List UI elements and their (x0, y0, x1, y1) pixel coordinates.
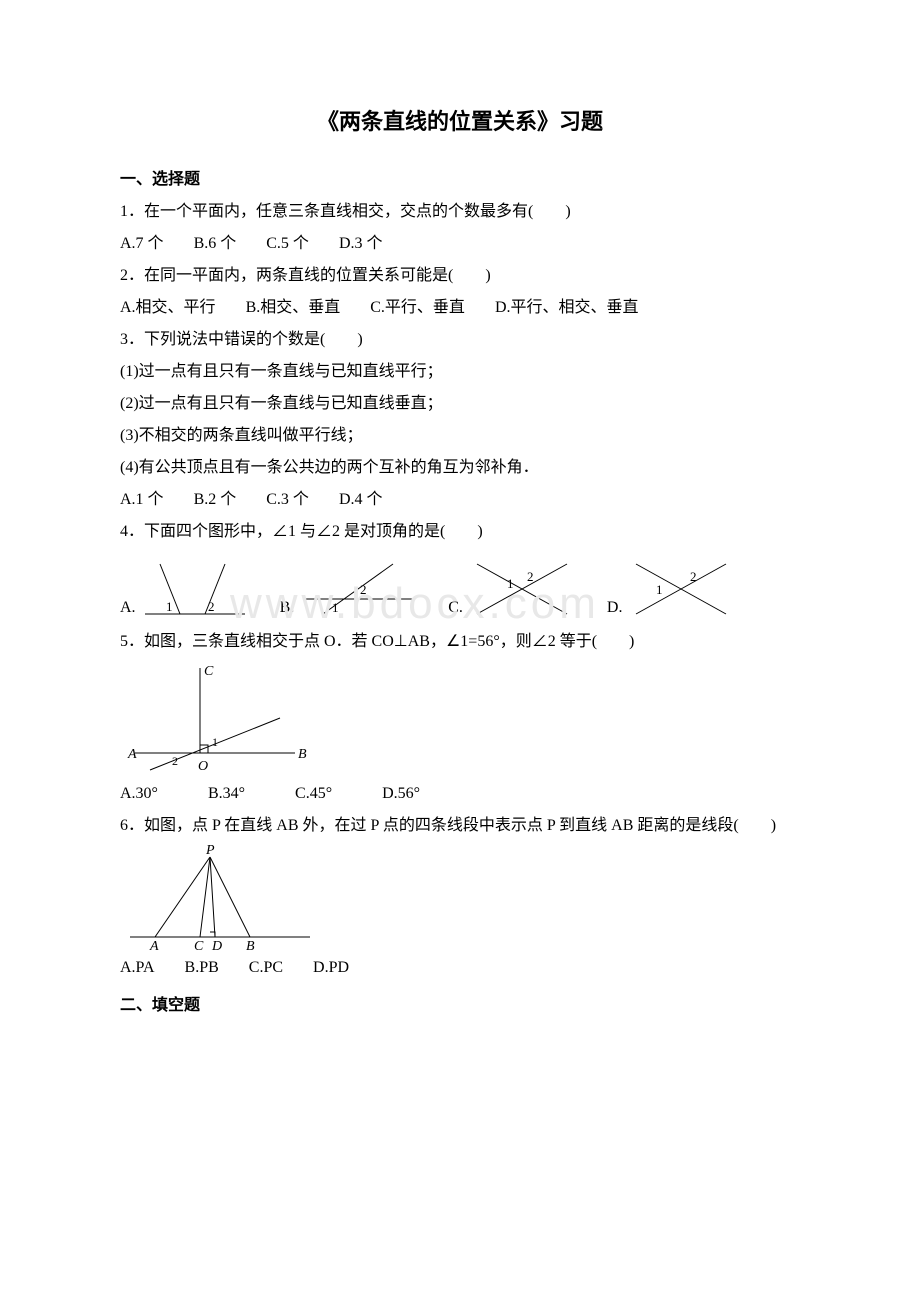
q3-opt-d: D.4 个 (339, 484, 383, 516)
q5-opt-c: C.45° (295, 778, 332, 810)
q6-opt-c: C.PC (249, 952, 283, 984)
svg-text:2: 2 (527, 569, 534, 584)
svg-text:1: 1 (332, 600, 339, 615)
q5-options: A.30° B.34° C.45° D.56° (120, 778, 800, 810)
q3-opt-b: B.2 个 (194, 484, 237, 516)
q4-fig-a: A. 1 2 (120, 554, 250, 624)
q4-label-a: A. (120, 592, 136, 624)
q3-options: A.1 个 B.2 个 C.3 个 D.4 个 (120, 484, 800, 516)
q4-text: 4．下面四个图形中，∠1 与∠2 是对顶角的是( ) (120, 516, 800, 548)
svg-text:P: P (205, 843, 215, 858)
q6-opt-a: A.PA (120, 952, 155, 984)
q4-label-c: C. (448, 592, 463, 624)
q6-opt-b: B.PB (185, 952, 219, 984)
svg-text:2: 2 (690, 569, 697, 584)
q4-fig-d: D. 1 2 (607, 554, 737, 624)
q4-svg-d: 1 2 (626, 554, 736, 624)
q3-l3: (3)不相交的两条直线叫做平行线； (120, 420, 800, 452)
q1-text: 1．在一个平面内，任意三条直线相交，交点的个数最多有( ) (120, 196, 800, 228)
svg-text:B: B (246, 939, 255, 952)
q1-opt-c: C.5 个 (266, 228, 309, 260)
q5-svg: A B C O 1 2 (120, 658, 310, 778)
q4-svg-c: 1 2 (467, 554, 577, 624)
q3-l4: (4)有公共顶点且有一条公共边的两个互补的角互为邻补角． (120, 452, 800, 484)
svg-text:1: 1 (656, 582, 663, 597)
svg-text:2: 2 (172, 754, 178, 768)
q4-label-b: B. (280, 592, 295, 624)
section-1-heading: 一、选择题 (120, 164, 800, 196)
q5-opt-a: A.30° (120, 778, 158, 810)
q4-label-d: D. (607, 592, 623, 624)
q4-fig-c: C. 1 2 (448, 554, 577, 624)
svg-text:A: A (127, 747, 137, 762)
svg-text:O: O (198, 759, 208, 774)
q2-opt-b: B.相交、垂直 (246, 292, 341, 324)
page-title: 《两条直线的位置关系》习题 (120, 100, 800, 144)
q5-figure: A B C O 1 2 (120, 658, 800, 778)
svg-text:D: D (211, 939, 222, 952)
svg-text:A: A (149, 939, 159, 952)
q3-l1: (1)过一点有且只有一条直线与已知直线平行； (120, 356, 800, 388)
q6-opt-d: D.PD (313, 952, 349, 984)
q1-options: A.7 个 B.6 个 C.5 个 D.3 个 (120, 228, 800, 260)
q1-opt-d: D.3 个 (339, 228, 383, 260)
q2-opt-a: A.相交、平行 (120, 292, 216, 324)
q3-opt-a: A.1 个 (120, 484, 164, 516)
svg-text:C: C (194, 939, 204, 952)
q2-text: 2．在同一平面内，两条直线的位置关系可能是( ) (120, 260, 800, 292)
svg-text:B: B (298, 747, 307, 762)
q5-opt-d: D.56° (382, 778, 420, 810)
svg-text:1: 1 (507, 576, 514, 591)
q4-fig-b: B. 1 2 (280, 554, 419, 624)
q2-opt-d: D.平行、相交、垂直 (495, 292, 639, 324)
q6-svg: P A C D B (120, 842, 320, 952)
q3-text: 3．下列说法中错误的个数是( ) (120, 324, 800, 356)
q3-l2: (2)过一点有且只有一条直线与已知直线垂直； (120, 388, 800, 420)
q1-opt-b: B.6 个 (194, 228, 237, 260)
svg-text:C: C (204, 664, 214, 679)
section-2-heading: 二、填空题 (120, 990, 800, 1022)
q4-svg-b: 1 2 (298, 554, 418, 624)
svg-text:2: 2 (360, 582, 367, 597)
q2-opt-c: C.平行、垂直 (370, 292, 465, 324)
svg-text:1: 1 (166, 599, 173, 614)
q3-opt-c: C.3 个 (266, 484, 309, 516)
q5-text: 5．如图，三条直线相交于点 O．若 CO⊥AB，∠1=56°，则∠2 等于( ) (120, 626, 800, 658)
q4-figures-row: A. 1 2 B. 1 2 (120, 554, 800, 624)
q6-text: 6．如图，点 P 在直线 AB 外，在过 P 点的四条线段中表示点 P 到直线 … (120, 810, 800, 842)
q1-opt-a: A.7 个 (120, 228, 164, 260)
q6-options: A.PA B.PB C.PC D.PD (120, 952, 800, 984)
q6-figure: P A C D B (120, 842, 800, 952)
svg-text:2: 2 (208, 599, 215, 614)
svg-text:1: 1 (212, 735, 218, 749)
q5-opt-b: B.34° (208, 778, 245, 810)
q4-svg-a: 1 2 (140, 554, 250, 624)
q2-options: A.相交、平行 B.相交、垂直 C.平行、垂直 D.平行、相交、垂直 (120, 292, 800, 324)
